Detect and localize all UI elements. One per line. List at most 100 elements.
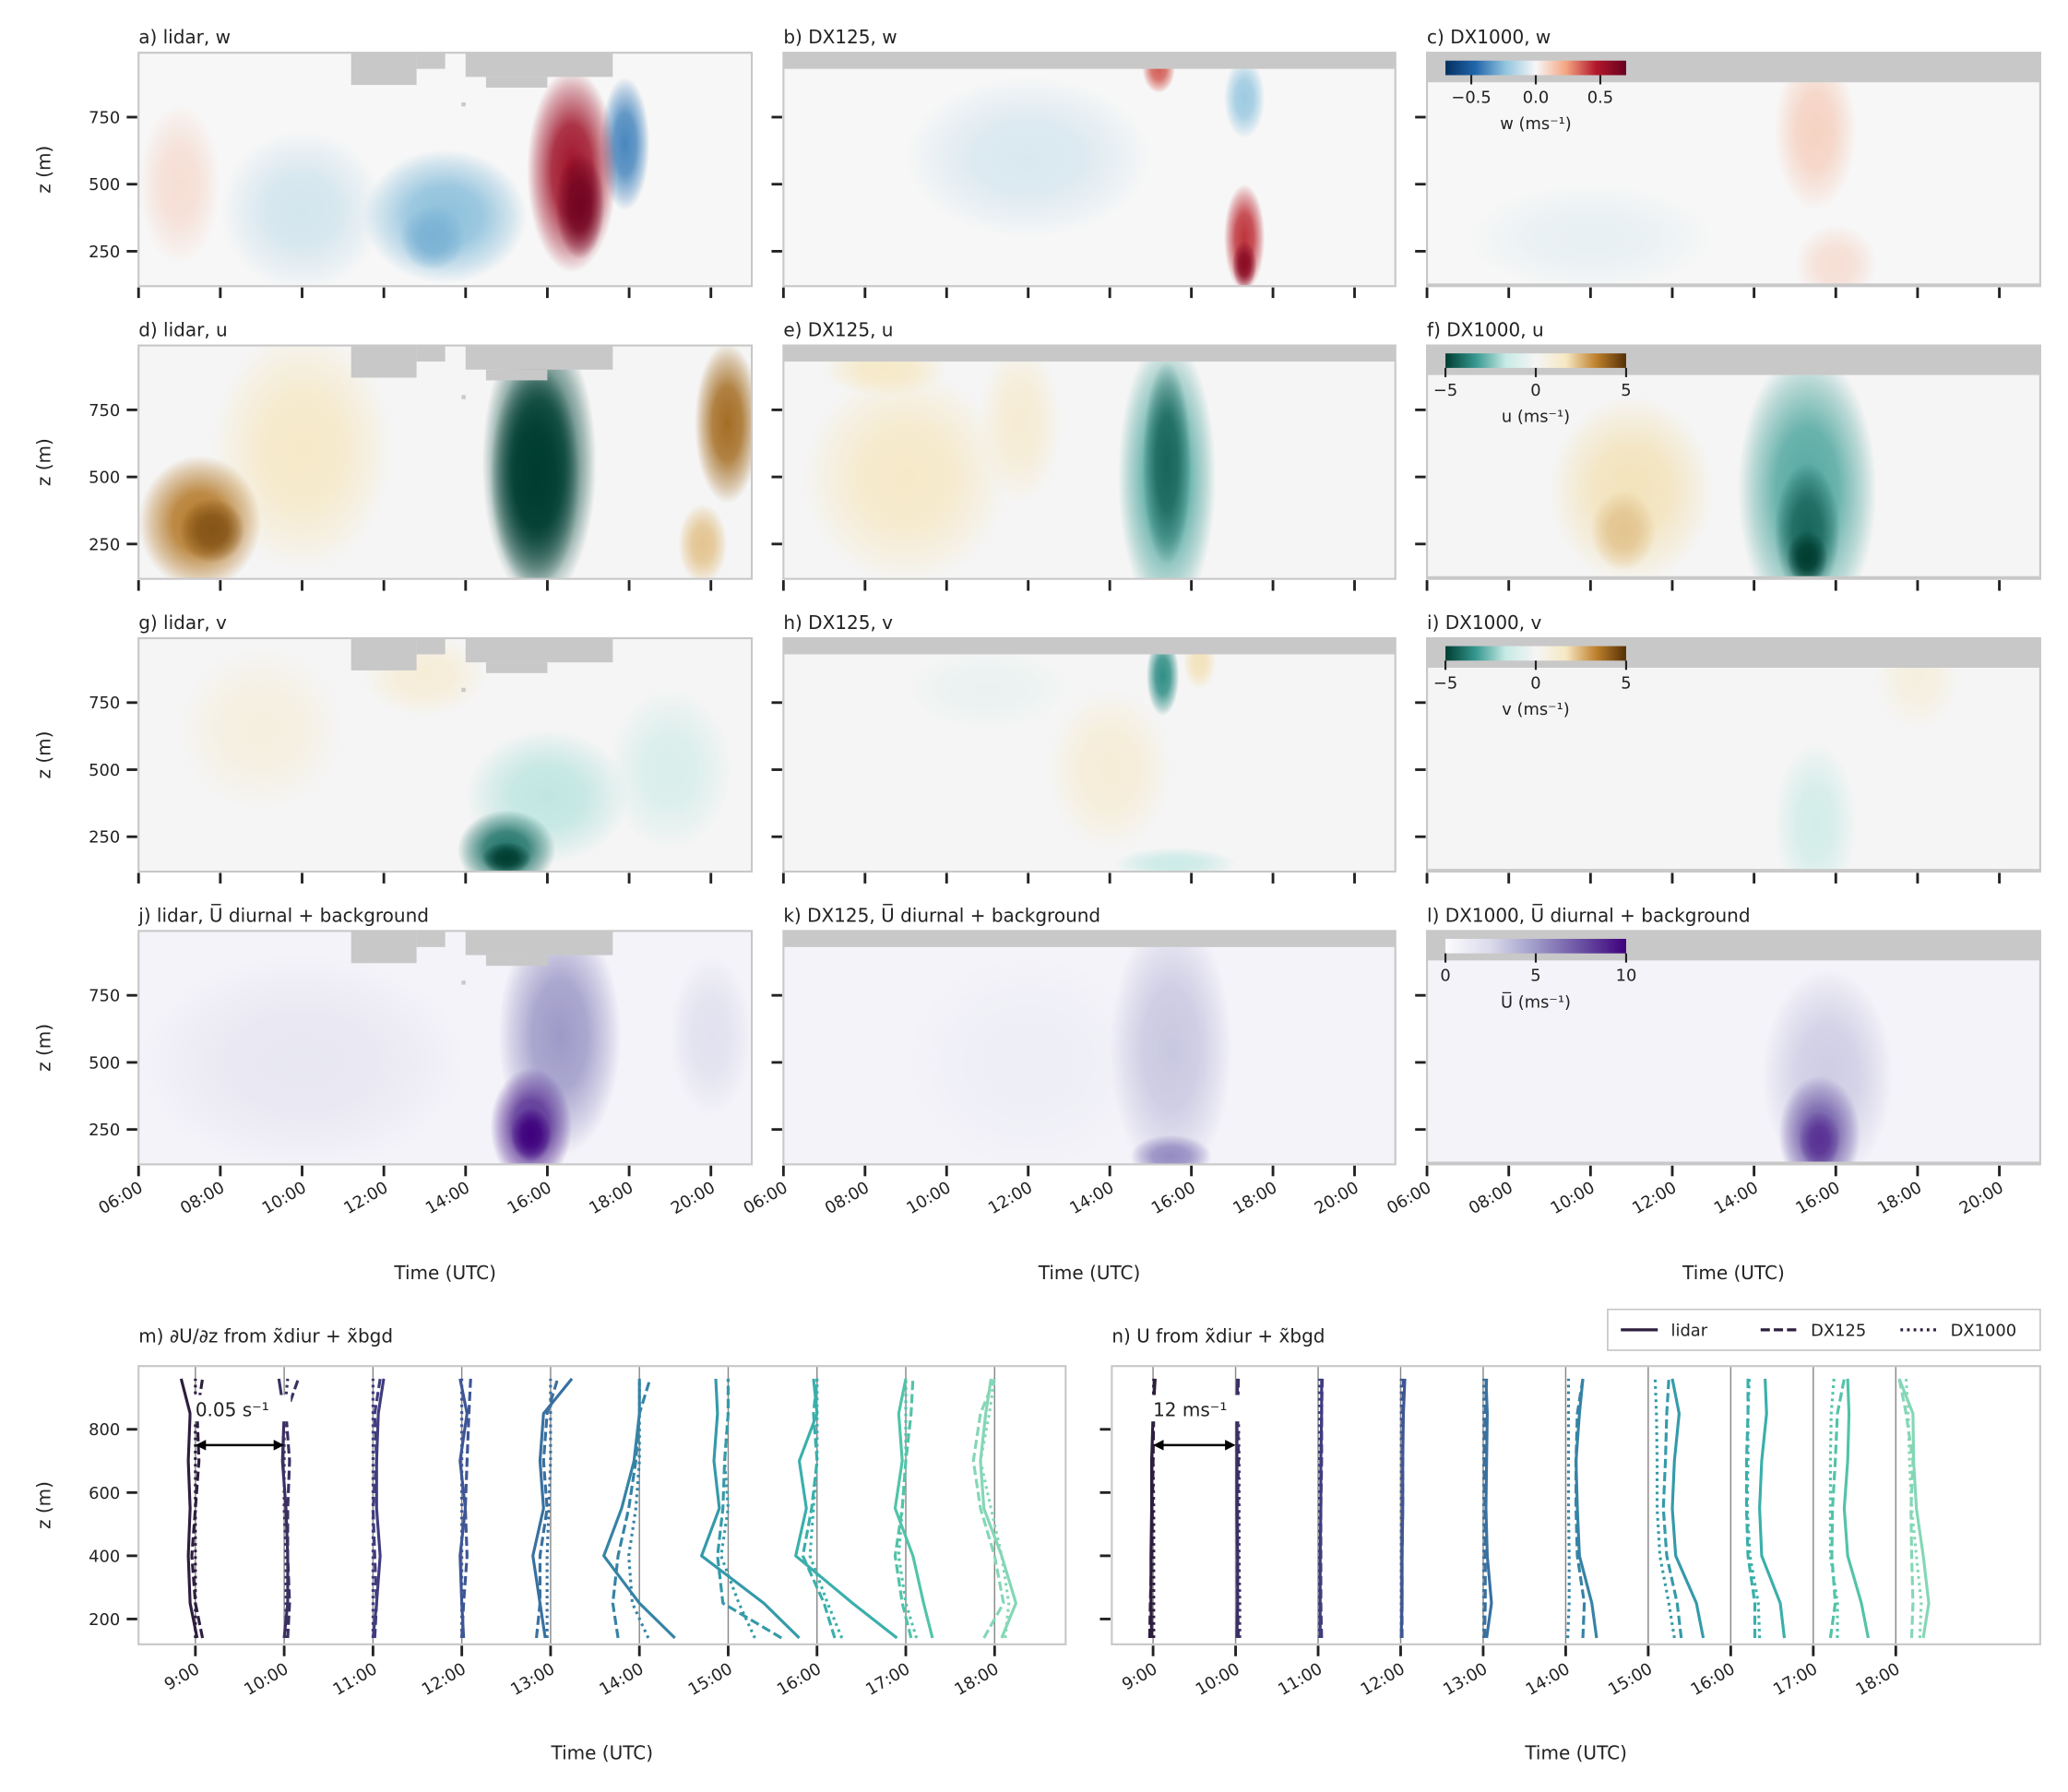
- y-tick-label: 750: [89, 108, 120, 127]
- shading: [481, 842, 531, 872]
- profile-line: [1575, 1378, 1587, 1639]
- shading: [803, 369, 1008, 579]
- colorbar-tick-label: −5: [1433, 673, 1457, 693]
- missing-data: [461, 102, 466, 107]
- profile-line: [801, 1378, 837, 1639]
- panel: c) DX1000, w −0.5 0.0 0.5 w (ms⁻¹): [1415, 26, 2041, 299]
- panel-title: h) DX125, v: [783, 611, 893, 634]
- x-tick-label: 18:00: [1852, 1659, 1903, 1700]
- x-tick-label: 16:00: [1688, 1659, 1739, 1700]
- missing-data: [416, 931, 446, 947]
- contour-field: [138, 931, 753, 1165]
- contour-field: [1427, 931, 2040, 1165]
- colorbar-tick-label: 0: [1530, 381, 1540, 400]
- y-tick-label: 400: [89, 1547, 120, 1566]
- x-tick-label: 11:00: [1275, 1659, 1325, 1700]
- shading: [555, 151, 605, 260]
- colorbar-tick-label: 0.5: [1587, 89, 1613, 108]
- shading: [608, 689, 731, 850]
- missing-data: [351, 345, 417, 378]
- colorbar-label: U̅ (ms⁻¹): [1501, 991, 1571, 1012]
- panel-title: k) DX125, U̅ diurnal + background: [783, 904, 1100, 927]
- panel: h) DX125, v: [771, 611, 1396, 884]
- panel-title: l) DX1000, U̅ diurnal + background: [1427, 904, 1750, 927]
- shading: [138, 955, 466, 1165]
- y-axis-label: z (m): [32, 1481, 54, 1529]
- x-tick-label: 10:00: [241, 1659, 291, 1700]
- profile-line: [719, 1378, 756, 1639]
- x-tick-label: 16:00: [1792, 1178, 1843, 1218]
- profile-line: [1566, 1378, 1571, 1639]
- shading: [906, 77, 1151, 238]
- x-tick-label: 10:00: [1547, 1178, 1598, 1218]
- shading: [138, 103, 220, 265]
- contour-field: [138, 53, 753, 287]
- y-tick-label: 250: [89, 1121, 120, 1140]
- shading: [979, 345, 1062, 504]
- colorbar-label: v (ms⁻¹): [1502, 700, 1569, 719]
- profile-line: [893, 1378, 934, 1639]
- panel: l) DX1000, U̅ diurnal + background 06:00 0…: [1384, 904, 2041, 1284]
- x-tick-label: 12:00: [419, 1659, 469, 1700]
- colorbar: [1445, 938, 1626, 954]
- panel-frame: [782, 52, 1396, 288]
- y-tick-label: 250: [89, 535, 120, 554]
- field-background: [1427, 931, 2040, 1165]
- field-background: [1427, 345, 2040, 579]
- x-tick-label: 12:00: [340, 1178, 391, 1218]
- x-tick-label: 20:00: [1956, 1178, 2007, 1218]
- panel-frame: [137, 344, 754, 580]
- x-tick-label: 18:00: [951, 1659, 1002, 1700]
- x-tick-label: 06:00: [740, 1178, 790, 1218]
- missing-data: [351, 931, 417, 964]
- panel-frame: [1425, 930, 2041, 1166]
- shading: [1468, 184, 1714, 287]
- panel-frame: [782, 636, 1396, 873]
- x-tick-label: 12:00: [1629, 1178, 1680, 1218]
- panel-frame: [1425, 344, 2041, 580]
- colorbar-tick-label: 5: [1530, 967, 1540, 986]
- legend: lidar DX125 DX1000: [1607, 1308, 2041, 1351]
- missing-data: [416, 53, 446, 69]
- panel-frame: [137, 1365, 1067, 1645]
- missing-data: [783, 53, 1396, 69]
- missing-data: [1427, 283, 2040, 287]
- panel-title: e) DX125, u: [783, 319, 893, 341]
- contour-field: [138, 637, 753, 872]
- contour-field: [783, 931, 1396, 1165]
- colorbar-label: u (ms⁻¹): [1502, 408, 1570, 427]
- scale-label-box: [191, 1394, 291, 1422]
- profile-panel: 9:00 10:00 11:00 12:00 13:00 14:00 15:00 16:00 1…: [32, 1324, 1067, 1763]
- y-tick-label: 250: [89, 828, 120, 848]
- missing-data: [1427, 1161, 2040, 1165]
- missing-data: [461, 687, 466, 693]
- colorbar: [1445, 353, 1626, 368]
- panel-title: g) lidar, v: [138, 611, 227, 634]
- panel-title: c) DX1000, w: [1427, 26, 1551, 48]
- shading: [1774, 53, 1857, 211]
- profile-line: [627, 1378, 650, 1639]
- shading: [1231, 240, 1257, 287]
- y-tick-label: 750: [89, 401, 120, 421]
- shading: [694, 345, 753, 504]
- missing-data: [465, 931, 613, 955]
- x-tick-label: 06:00: [1384, 1178, 1434, 1218]
- profile-line: [1318, 1378, 1324, 1639]
- missing-data: [783, 345, 1396, 362]
- profile-line: [794, 1378, 898, 1640]
- profile-line: [371, 1378, 382, 1639]
- panel-title: d) lidar, u: [138, 319, 228, 341]
- shading: [678, 504, 728, 579]
- x-axis-label: Time (UTC): [393, 1262, 496, 1284]
- shading: [1223, 58, 1266, 139]
- shading: [906, 648, 1069, 730]
- x-tick-label: 10:00: [1193, 1659, 1243, 1700]
- panel: i) DX1000, v −5 0 5 v (ms⁻¹): [1415, 611, 2041, 884]
- missing-data: [351, 637, 417, 671]
- shading: [1048, 689, 1171, 850]
- x-tick-label: 15:00: [1605, 1659, 1656, 1700]
- profile-line: [979, 1378, 1011, 1639]
- missing-data: [461, 395, 466, 399]
- profile-line: [1897, 1378, 1931, 1639]
- profile-line: [460, 1378, 472, 1639]
